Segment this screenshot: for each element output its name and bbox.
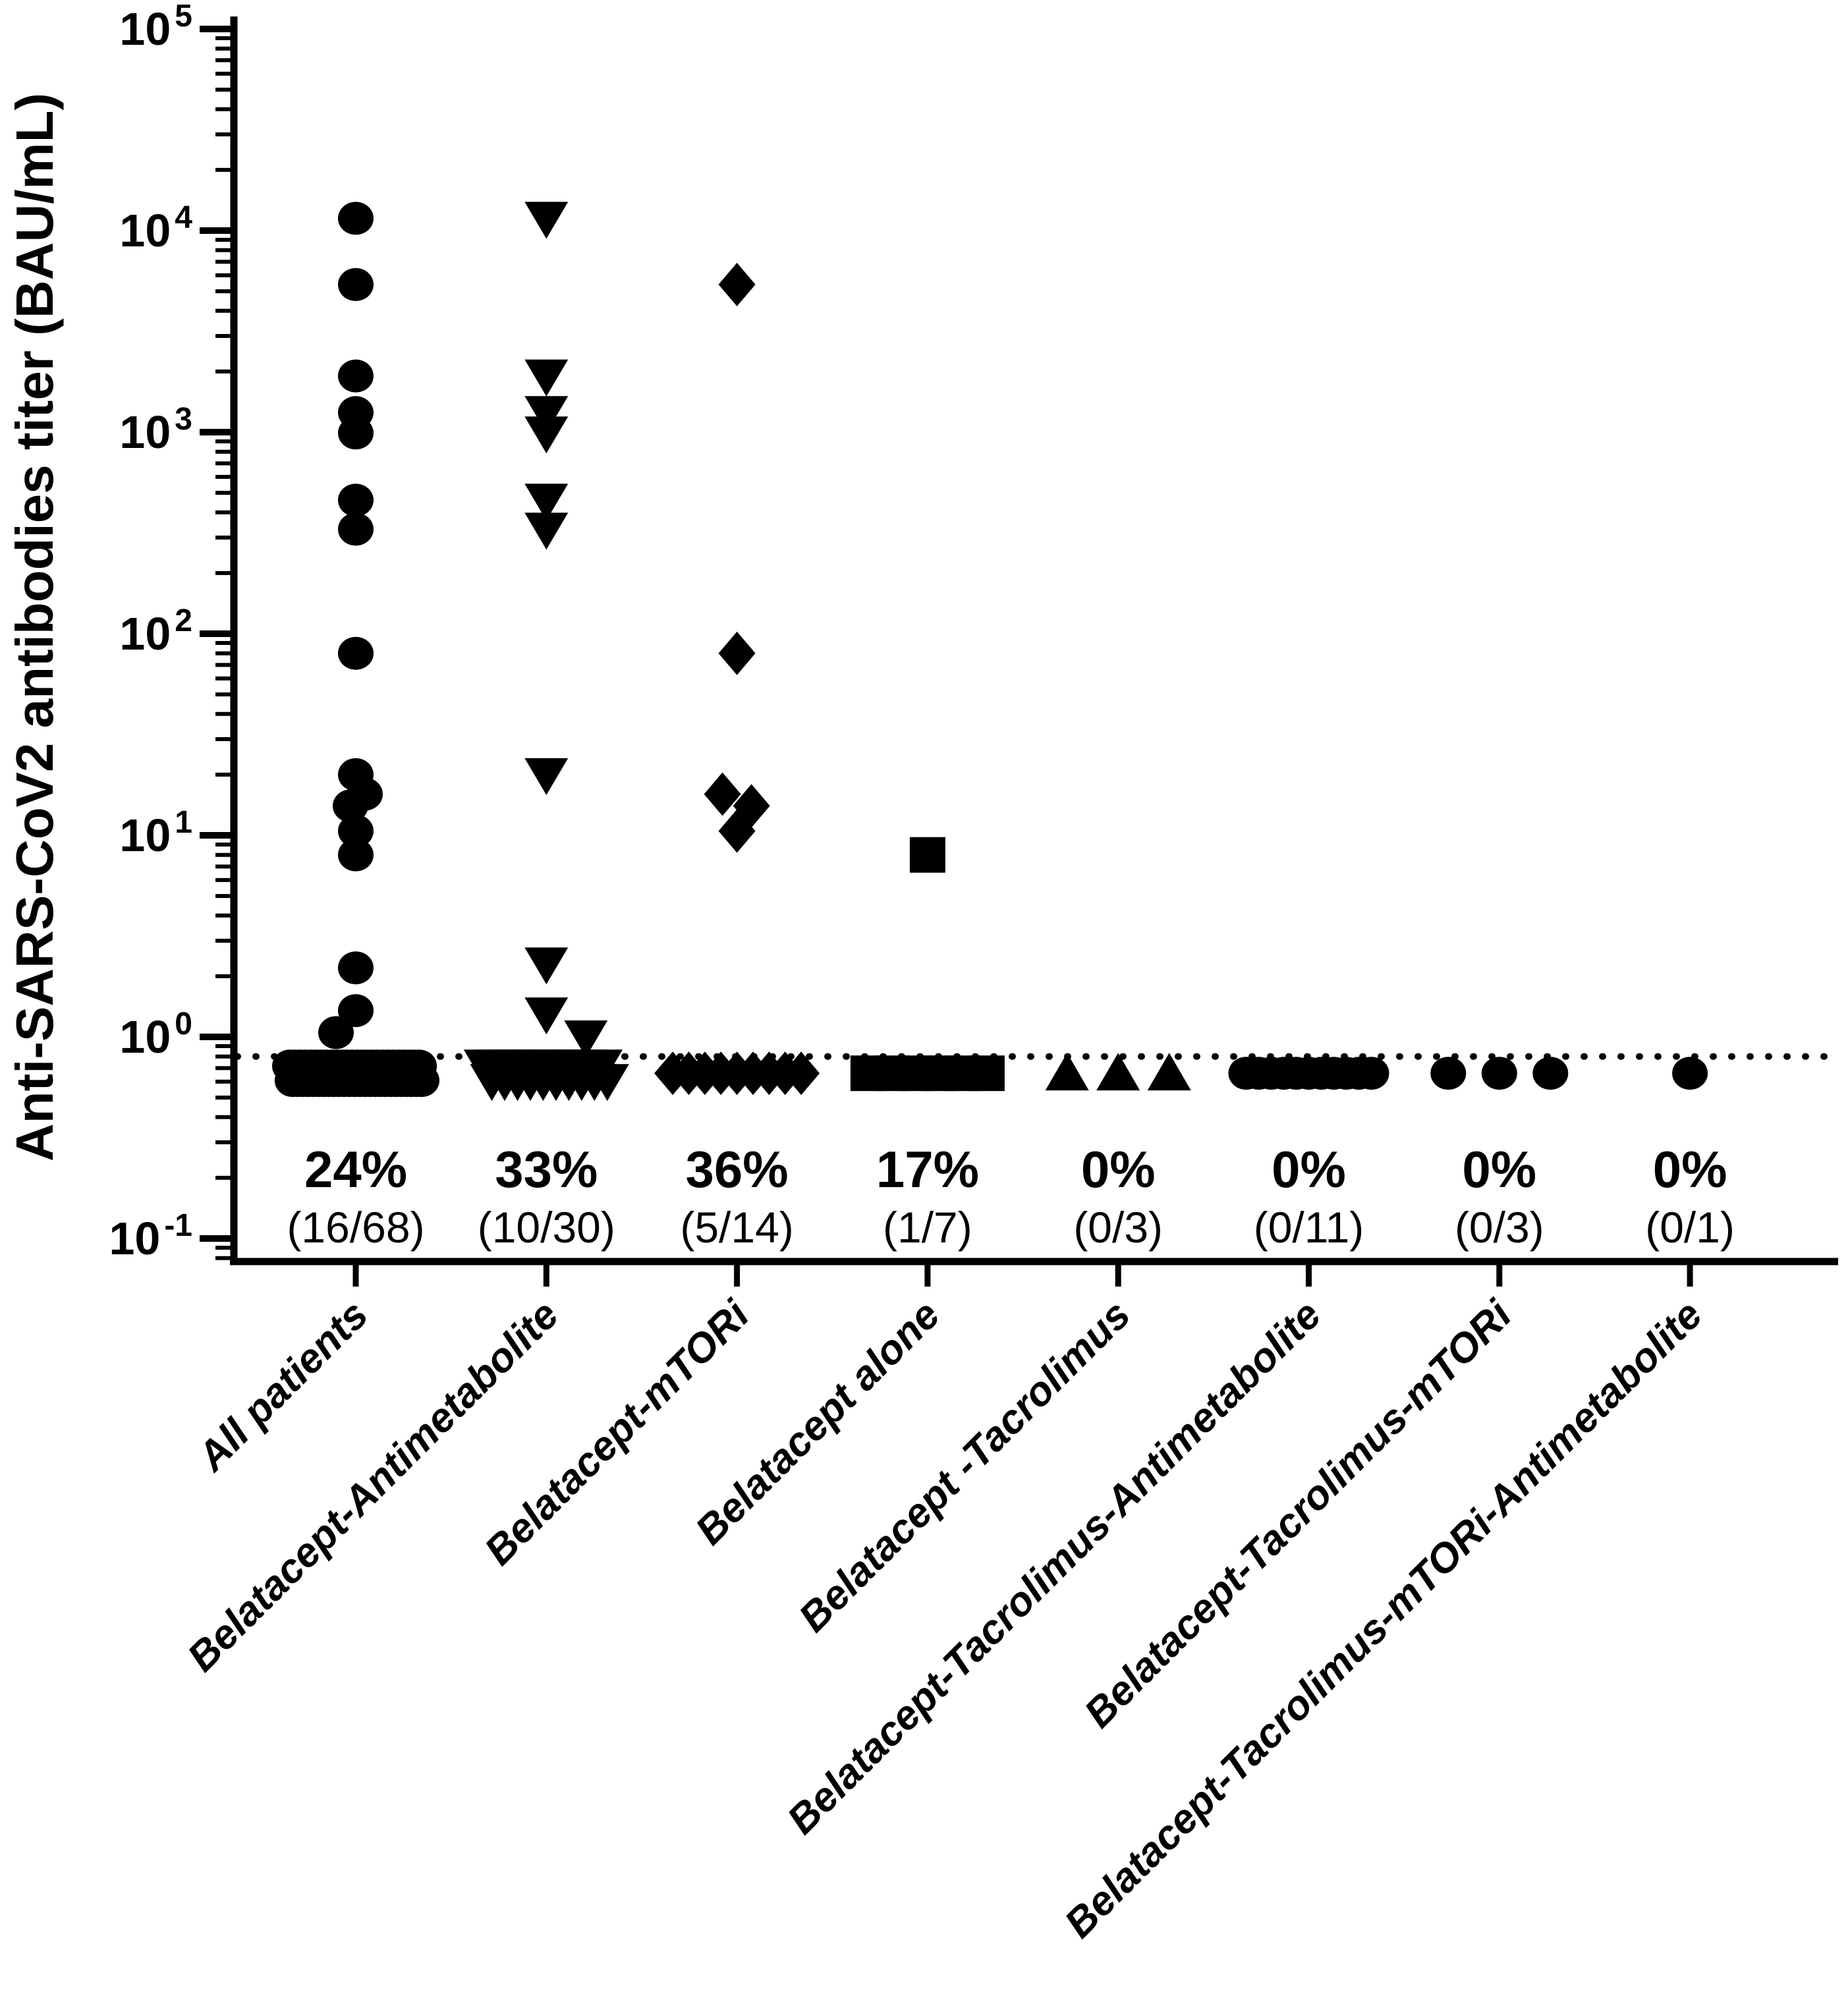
fraction-label: (0/1) — [1645, 1203, 1735, 1252]
data-point — [564, 1020, 608, 1057]
data-point — [338, 416, 374, 450]
data-point — [524, 947, 569, 985]
data-point — [404, 1064, 439, 1098]
data-point — [338, 202, 374, 235]
data-point — [1353, 1057, 1389, 1090]
y-axis-title: Anti-SARS-CoV2 antibodies titer (BAU/mL) — [5, 93, 64, 1161]
data-point — [318, 1016, 354, 1049]
data-point — [1532, 1057, 1569, 1090]
percent-label: 0% — [1272, 1140, 1346, 1198]
data-point — [338, 359, 374, 393]
percent-label: 0% — [1462, 1140, 1536, 1198]
data-point — [1045, 1053, 1089, 1091]
data-point — [718, 631, 756, 675]
data-point — [524, 396, 569, 433]
data-point — [1672, 1057, 1708, 1090]
fraction-label: (1/7) — [883, 1203, 972, 1252]
y-tick-label: 10 3 — [119, 402, 192, 458]
data-point — [524, 484, 569, 521]
y-tick-label: 10 -1 — [109, 1208, 192, 1264]
data-point — [333, 789, 368, 823]
percent-label: 0% — [1081, 1140, 1156, 1198]
y-tick-label: 10 2 — [119, 603, 192, 659]
data-point — [338, 814, 374, 848]
percent-label: 36% — [686, 1140, 789, 1198]
percent-label: 24% — [304, 1140, 407, 1198]
data-point — [1096, 1053, 1140, 1091]
data-point — [338, 838, 374, 872]
data-point — [338, 484, 374, 517]
percent-label: 33% — [495, 1140, 598, 1198]
data-point — [909, 837, 945, 873]
data-point — [524, 997, 569, 1035]
data-point — [338, 636, 374, 670]
data-point — [338, 513, 374, 546]
y-tick-label: 10 4 — [119, 200, 192, 256]
fraction-label: (16/68) — [287, 1203, 424, 1252]
fraction-label: (5/14) — [680, 1203, 793, 1252]
data-point — [338, 267, 374, 301]
data-point — [783, 1051, 820, 1096]
data-point — [524, 758, 569, 795]
data-point — [524, 202, 569, 239]
y-tick-label: 10 5 — [119, 0, 192, 55]
data-point — [338, 994, 374, 1028]
data-point — [585, 1064, 629, 1101]
data-point — [718, 809, 756, 853]
data-point — [704, 772, 741, 816]
fraction-label: (0/11) — [1254, 1203, 1364, 1252]
data-point — [338, 951, 374, 985]
data-point — [524, 359, 569, 397]
y-tick-label: 10 1 — [119, 805, 192, 861]
data-point — [1481, 1057, 1517, 1090]
data-point — [524, 513, 569, 550]
percent-label: 0% — [1653, 1140, 1727, 1198]
data-point — [1147, 1053, 1191, 1091]
percent-label: 17% — [876, 1140, 979, 1198]
fraction-label: (0/3) — [1073, 1203, 1163, 1252]
data-point — [968, 1055, 1005, 1092]
fraction-label: (0/3) — [1455, 1203, 1544, 1252]
data-point — [718, 262, 756, 306]
y-tick-label: 10 0 — [119, 1007, 192, 1063]
data-point — [524, 416, 569, 454]
fraction-label: (10/30) — [478, 1203, 615, 1252]
data-point — [1430, 1057, 1467, 1090]
